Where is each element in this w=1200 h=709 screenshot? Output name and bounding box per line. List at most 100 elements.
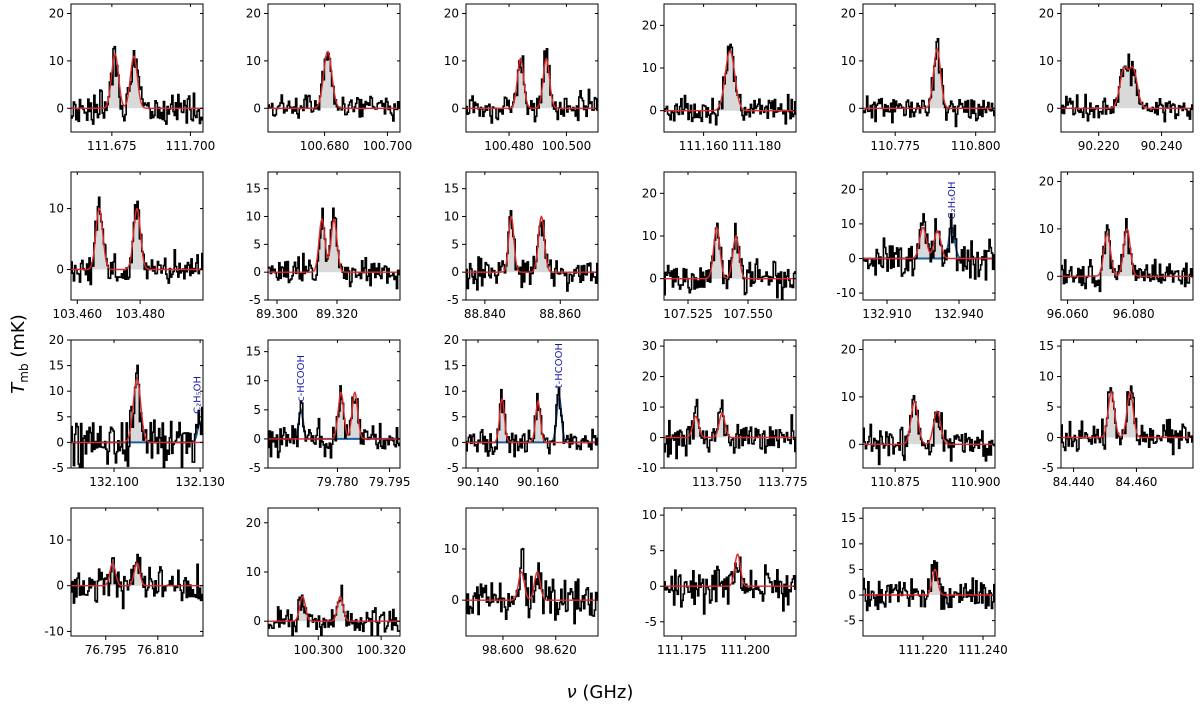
x-tick-label: 110.900 xyxy=(951,475,1001,489)
spectrum-panel: 0 10 98.600 98.620 xyxy=(444,507,599,657)
x-tick-label: 100.300 xyxy=(293,643,343,657)
y-tick-label: 20 xyxy=(49,333,64,347)
panel-frame xyxy=(663,507,797,637)
y-tick-label: 10 xyxy=(444,210,459,224)
spectrum-panel: 0 10 20 111.160 111.180 xyxy=(642,3,797,153)
panel-frame xyxy=(70,3,204,133)
x-tick-label: 100.320 xyxy=(356,643,406,657)
panel-frame xyxy=(267,171,401,301)
y-tick-label: 0 xyxy=(56,101,64,115)
model-fill xyxy=(71,208,203,270)
observed-spectrum xyxy=(268,52,400,122)
x-tick-label: 107.525 xyxy=(663,307,713,321)
observed-spectrum xyxy=(466,48,598,124)
model-fill xyxy=(71,562,203,586)
y-tick-label: 20 xyxy=(642,18,657,32)
x-tick-label: 132.100 xyxy=(89,475,139,489)
panel-frame xyxy=(1060,3,1194,133)
model-spectrum xyxy=(466,571,598,601)
panel-plot-area xyxy=(268,50,400,122)
spectrum-panel: -5 0 5 10 111.175 111.200 xyxy=(642,507,797,657)
model-spectrum xyxy=(664,226,796,280)
spectrum-panel: 0 10 20 111.675 111.700 xyxy=(49,3,215,153)
y-tick-label: 0 xyxy=(451,593,459,607)
observed-spectrum xyxy=(466,547,598,625)
y-axis-label: Tmb (mK) xyxy=(8,314,31,393)
observed-spectrum xyxy=(71,364,203,468)
model-spectrum xyxy=(71,377,203,444)
spectrum-panel: 0 10 20 90.220 90.240 xyxy=(1039,3,1194,153)
x-tick-label: 111.675 xyxy=(87,139,137,153)
y-tick-label: 15 xyxy=(444,359,459,373)
panel-frame xyxy=(70,339,204,469)
model-spectrum xyxy=(1061,66,1193,110)
x-tick-label: 111.220 xyxy=(898,643,948,657)
y-tick-label: 10 xyxy=(444,54,459,68)
y-tick-label: 0 xyxy=(253,265,261,279)
y-tick-label: 10 xyxy=(841,54,856,68)
x-tick-label: 90.220 xyxy=(1078,139,1120,153)
model-spectrum xyxy=(466,398,598,444)
model-spectrum xyxy=(1061,227,1193,277)
panel-plot-area xyxy=(1061,53,1193,123)
line-annotation: C₂H₅OH xyxy=(192,376,203,414)
spectrum-panel: -10 0 10 20 30 113.750 113.775 xyxy=(637,339,807,489)
y-tick-label: -10 xyxy=(44,624,64,638)
y-tick-label: 5 xyxy=(56,410,64,424)
y-tick-label: 5 xyxy=(649,544,657,558)
spectrum-panel: 0 10 20 100.480 100.500 xyxy=(444,3,599,153)
x-tick-label: 110.800 xyxy=(951,139,1001,153)
x-tick-label: 96.080 xyxy=(1113,307,1155,321)
panel-plot-area xyxy=(71,364,203,468)
y-tick-label: -5 xyxy=(52,461,64,475)
y-tick-label: 0 xyxy=(848,437,856,451)
observed-spectrum xyxy=(863,560,995,612)
panel-plot-area xyxy=(71,553,203,610)
x-tick-label: 76.810 xyxy=(137,643,179,657)
observed-spectrum xyxy=(664,222,796,300)
panel-plot-area xyxy=(466,48,598,124)
y-tick-label: 10 xyxy=(49,533,64,547)
panel-frame xyxy=(862,171,996,301)
observed-spectrum xyxy=(268,385,400,459)
x-tick-label: 111.175 xyxy=(657,643,707,657)
y-tick-label: 0 xyxy=(253,101,261,115)
line-annotation: C₂H₅OH xyxy=(947,181,958,219)
y-tick-label: -10 xyxy=(637,461,657,475)
y-tick-label: 5 xyxy=(253,403,261,417)
model-fill xyxy=(71,378,203,443)
y-tick-label: -10 xyxy=(836,286,856,300)
observed-spectrum xyxy=(1061,218,1193,293)
y-tick-label: 0 xyxy=(649,104,657,118)
panel-plot-area xyxy=(466,547,598,625)
observed-spectrum xyxy=(268,584,400,636)
y-tick-label: 20 xyxy=(841,6,856,20)
model-fill xyxy=(1061,228,1193,277)
x-tick-label: 111.240 xyxy=(958,643,1008,657)
x-tick-label: 103.460 xyxy=(52,307,102,321)
panel-plot-area xyxy=(71,45,203,125)
blend-line xyxy=(466,393,598,444)
y-tick-label: 20 xyxy=(49,6,64,20)
observed-spectrum xyxy=(466,387,598,458)
y-tick-label: 10 xyxy=(1039,222,1054,236)
model-spectrum xyxy=(466,215,598,273)
y-tick-label: 15 xyxy=(1039,339,1054,353)
panel-plot-area xyxy=(863,38,995,128)
y-tick-label: 10 xyxy=(444,384,459,398)
observed-spectrum xyxy=(863,213,995,281)
y-tick-label: 0 xyxy=(1046,431,1054,445)
model-spectrum xyxy=(71,207,203,271)
model-spectrum xyxy=(664,553,796,587)
y-tick-label: 30 xyxy=(642,339,657,353)
y-tick-label: -5 xyxy=(1042,461,1054,475)
y-tick-label: 10 xyxy=(841,217,856,231)
panel-frame xyxy=(862,507,996,637)
observed-spectrum xyxy=(664,43,796,126)
model-spectrum xyxy=(863,400,995,445)
panel-frame xyxy=(465,171,599,301)
x-tick-label: 103.480 xyxy=(115,307,165,321)
x-tick-label: 132.910 xyxy=(862,307,912,321)
y-tick-label: 20 xyxy=(444,6,459,20)
